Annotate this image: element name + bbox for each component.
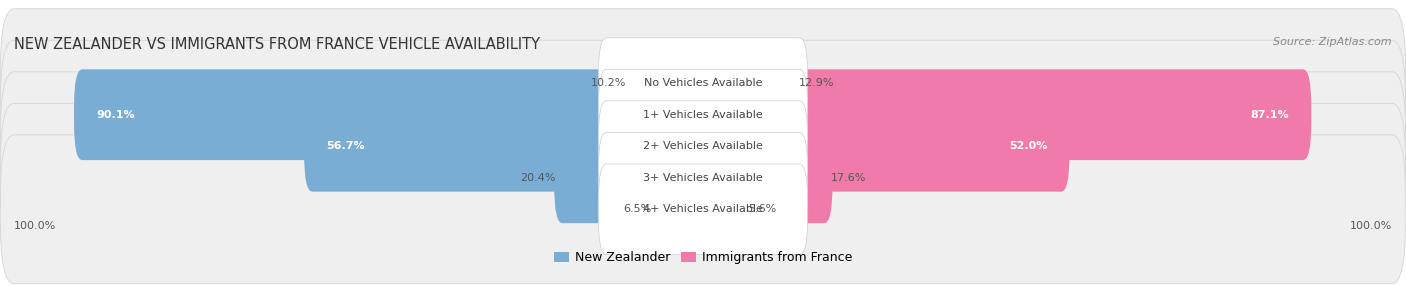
FancyBboxPatch shape	[554, 132, 614, 223]
Text: 52.0%: 52.0%	[1010, 141, 1047, 151]
Text: 17.6%: 17.6%	[831, 173, 866, 183]
Text: 87.1%: 87.1%	[1251, 110, 1289, 120]
Text: Source: ZipAtlas.com: Source: ZipAtlas.com	[1274, 37, 1392, 47]
FancyBboxPatch shape	[0, 103, 1406, 252]
FancyBboxPatch shape	[75, 69, 614, 160]
Text: 6.5%: 6.5%	[623, 204, 651, 214]
FancyBboxPatch shape	[599, 101, 807, 192]
Text: 100.0%: 100.0%	[1350, 221, 1392, 231]
Text: No Vehicles Available: No Vehicles Available	[644, 78, 762, 88]
FancyBboxPatch shape	[655, 186, 706, 233]
Text: 20.4%: 20.4%	[520, 173, 555, 183]
Text: 1+ Vehicles Available: 1+ Vehicles Available	[643, 110, 763, 120]
Text: 2+ Vehicles Available: 2+ Vehicles Available	[643, 141, 763, 151]
Text: 56.7%: 56.7%	[326, 141, 364, 151]
FancyBboxPatch shape	[630, 60, 706, 106]
Text: 12.9%: 12.9%	[799, 78, 834, 88]
Text: 3+ Vehicles Available: 3+ Vehicles Available	[643, 173, 763, 183]
Text: 90.1%: 90.1%	[96, 110, 135, 120]
FancyBboxPatch shape	[304, 101, 614, 192]
Text: NEW ZEALANDER VS IMMIGRANTS FROM FRANCE VEHICLE AVAILABILITY: NEW ZEALANDER VS IMMIGRANTS FROM FRANCE …	[14, 37, 540, 52]
Text: 100.0%: 100.0%	[14, 221, 56, 231]
FancyBboxPatch shape	[792, 101, 1070, 192]
Text: 10.2%: 10.2%	[591, 78, 626, 88]
FancyBboxPatch shape	[599, 69, 807, 160]
FancyBboxPatch shape	[599, 164, 807, 255]
FancyBboxPatch shape	[0, 9, 1406, 158]
FancyBboxPatch shape	[599, 132, 807, 223]
Text: 4+ Vehicles Available: 4+ Vehicles Available	[643, 204, 763, 214]
FancyBboxPatch shape	[792, 132, 832, 223]
FancyBboxPatch shape	[700, 186, 745, 233]
FancyBboxPatch shape	[700, 60, 796, 106]
Legend: New Zealander, Immigrants from France: New Zealander, Immigrants from France	[554, 251, 852, 264]
Text: 5.6%: 5.6%	[748, 204, 776, 214]
FancyBboxPatch shape	[599, 38, 807, 129]
FancyBboxPatch shape	[792, 69, 1312, 160]
FancyBboxPatch shape	[0, 72, 1406, 221]
FancyBboxPatch shape	[0, 135, 1406, 284]
FancyBboxPatch shape	[0, 40, 1406, 189]
